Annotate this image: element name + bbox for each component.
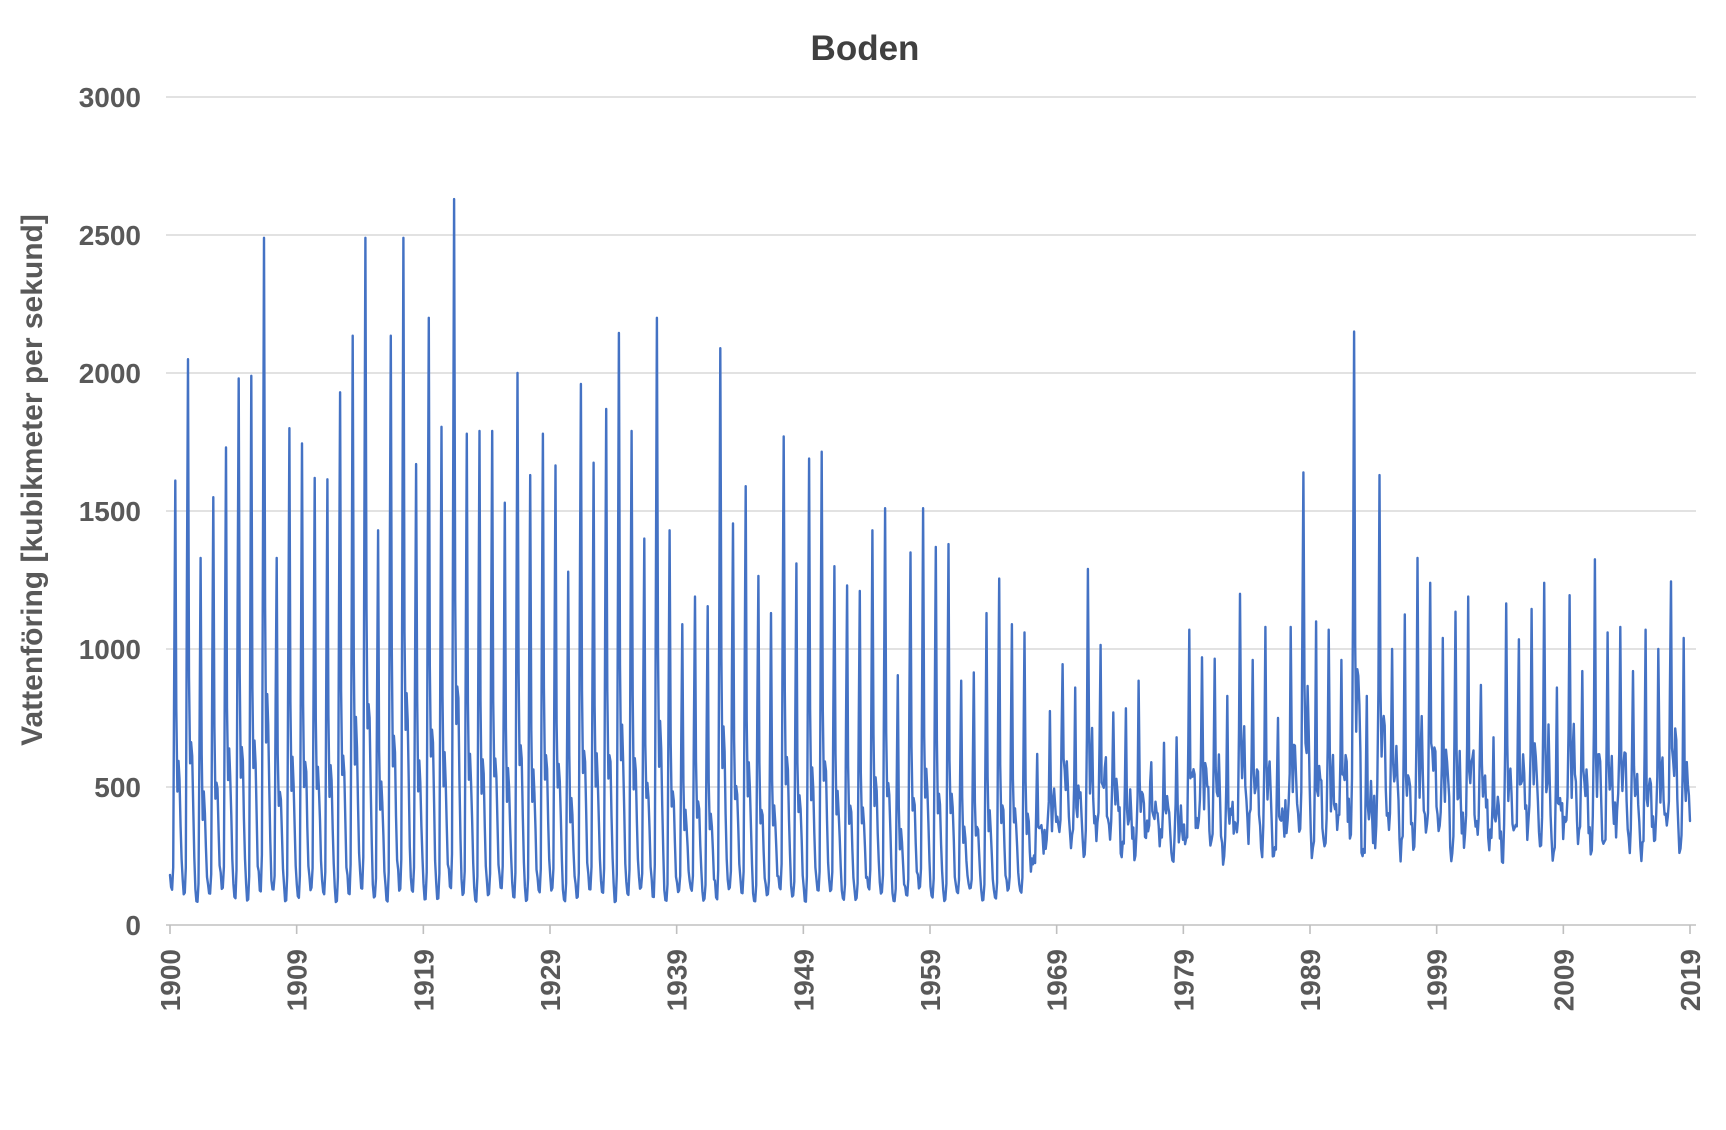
x-tick-label-1929: 1929 [535, 949, 566, 1011]
flow-line-series [168, 197, 1692, 904]
x-tick-label-1979: 1979 [1168, 949, 1199, 1011]
x-tick-label-1949: 1949 [788, 949, 819, 1011]
x-tick-labels: 1900 1909 1919 1929 1939 1949 1959 1969 1979 1989… [155, 949, 1706, 1011]
x-tick-label-2019: 2019 [1675, 949, 1706, 1011]
x-tick-label-1939: 1939 [662, 949, 693, 1011]
y-tick-label-0: 0 [125, 910, 141, 941]
y-axis-title: Vattenföring [kubikmeter per sekund] [16, 214, 49, 746]
x-tick-label-1900: 1900 [155, 949, 186, 1011]
y-tick-label-1500: 1500 [79, 496, 141, 527]
y-tick-labels: 0 500 1000 1500 2000 2500 3000 [79, 82, 141, 941]
x-tick-label-2009: 2009 [1548, 949, 1579, 1011]
x-axis [166, 924, 1696, 934]
y-tick-label-3000: 3000 [79, 82, 141, 113]
y-tick-label-500: 500 [94, 772, 141, 803]
x-tick-label-1989: 1989 [1295, 949, 1326, 1011]
x-tick-label-1959: 1959 [915, 949, 946, 1011]
y-tick-label-2500: 2500 [79, 220, 141, 251]
y-tick-label-1000: 1000 [79, 634, 141, 665]
chart-title: Boden [811, 29, 920, 68]
x-tick-label-1969: 1969 [1042, 949, 1073, 1011]
x-tick-label-1919: 1919 [408, 949, 439, 1011]
x-tick-label-1999: 1999 [1422, 949, 1453, 1011]
x-tick-label-1909: 1909 [282, 949, 313, 1011]
y-tick-label-2000: 2000 [79, 358, 141, 389]
